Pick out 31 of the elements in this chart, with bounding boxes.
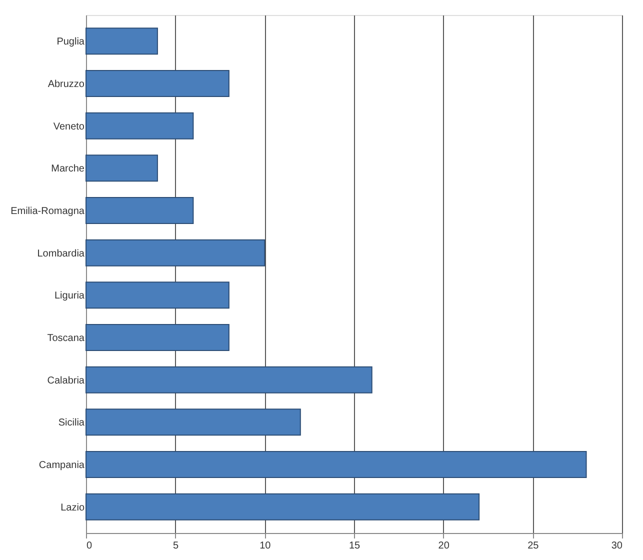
x-tick-label: 5 (173, 540, 180, 552)
bar (86, 70, 230, 97)
y-tick-label: Veneto (53, 121, 85, 132)
bar (86, 197, 194, 224)
bar (86, 408, 301, 436)
bar (86, 451, 587, 478)
bar (86, 282, 230, 309)
bar (86, 366, 372, 394)
y-tick-label: Calabria (47, 375, 85, 386)
x-tick-label: 20 (438, 540, 450, 552)
y-tick-label: Lazio (60, 502, 85, 514)
y-tick-label: Marche (51, 164, 85, 175)
bar (86, 324, 230, 351)
bar (86, 154, 158, 182)
x-tick-label: 30 (611, 540, 623, 552)
y-tick-label: Puglia (56, 36, 85, 48)
bar (86, 28, 158, 55)
bar (86, 112, 194, 140)
y-tick-label: Liguria (54, 290, 85, 302)
y-tick-label: Lombardia (37, 248, 85, 260)
y-tick-label: Emilia-Romagna (10, 206, 85, 217)
y-tick-label: Abruzzo (48, 79, 85, 90)
bar (86, 239, 266, 266)
y-tick-label: Campania (38, 460, 85, 471)
y-tick-label: Sicilia (58, 418, 85, 429)
y-tick-label: Toscana (47, 333, 85, 344)
x-tick-label: 15 (348, 540, 360, 552)
bar (86, 493, 480, 520)
x-tick-label: 0 (86, 540, 92, 552)
x-tick-label: 10 (260, 540, 272, 552)
x-tick-label: 25 (528, 540, 540, 552)
